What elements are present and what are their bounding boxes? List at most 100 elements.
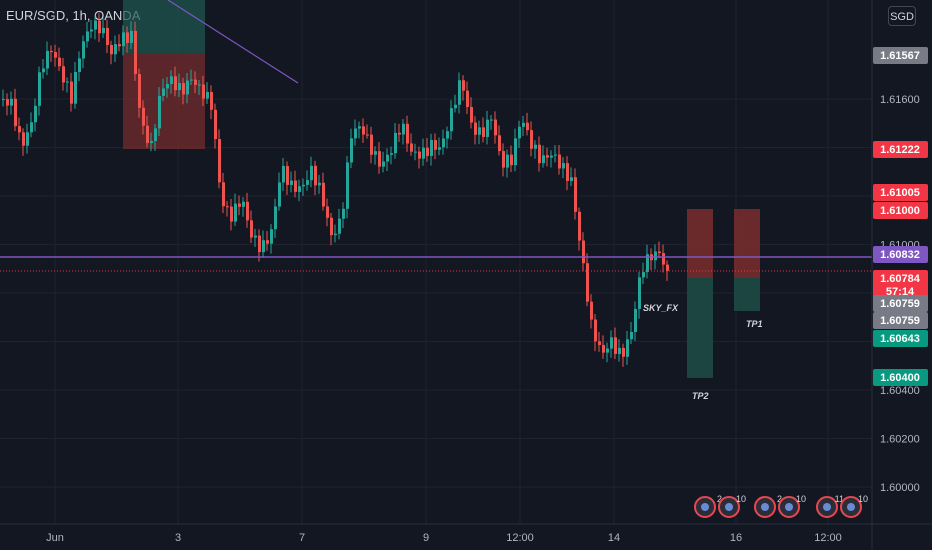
candle-body <box>554 154 557 156</box>
candle-body <box>310 165 313 181</box>
candle-body <box>342 208 345 219</box>
currency-button[interactable]: SGD <box>888 6 916 26</box>
candle-body <box>378 151 381 167</box>
candle-body <box>306 180 309 185</box>
economic-event-icon[interactable]: 2 <box>754 494 782 518</box>
candle-body <box>298 186 301 192</box>
candlesticks <box>2 13 669 367</box>
time-axis[interactable]: Jun 3 7 9 12:00 14 16 12:00 <box>46 532 842 544</box>
time-tick-label: 7 <box>299 532 305 544</box>
price-badge-value: 1.60400 <box>880 372 920 384</box>
economic-event-icon[interactable]: 10 <box>778 494 806 518</box>
candle-body <box>522 122 525 127</box>
economic-event-icon[interactable]: 11 <box>816 494 844 518</box>
candle-body <box>578 211 581 241</box>
candle-body <box>174 76 177 91</box>
candle-body <box>642 272 645 278</box>
economic-event-icon[interactable]: 10 <box>840 494 868 518</box>
candle-body <box>446 131 449 139</box>
price-tick-label: 1.60000 <box>880 482 920 494</box>
candle-body <box>62 66 65 83</box>
trend-line <box>167 0 299 84</box>
candle-body <box>210 92 213 110</box>
price-badge <box>873 202 928 219</box>
price-badge-value: 1.61222 <box>880 144 920 156</box>
price-badge <box>873 295 928 312</box>
candle-body <box>598 341 601 345</box>
price-badge <box>873 312 928 329</box>
price-tick-label: 1.60400 <box>880 385 920 397</box>
price-badge <box>873 369 928 386</box>
candle-body <box>614 337 617 354</box>
candle-body <box>502 151 505 168</box>
candle-body <box>14 98 17 127</box>
candle-body <box>450 108 453 132</box>
annotation-sky-fx: SKY_FX <box>643 303 679 313</box>
candle-body <box>366 134 369 136</box>
candle-body <box>30 122 33 133</box>
candle-body <box>506 154 509 168</box>
candle-body <box>562 163 565 169</box>
time-tick-label: 3 <box>175 532 181 544</box>
candle-body <box>514 138 517 166</box>
candle-body <box>254 235 257 238</box>
time-tick-label: 12:00 <box>506 532 534 544</box>
candle-body <box>42 68 45 73</box>
candle-body <box>126 32 129 43</box>
candle-body <box>634 308 637 333</box>
candle-body <box>34 105 37 123</box>
candle-body <box>550 155 553 158</box>
candle-body <box>370 134 373 155</box>
candle-body <box>158 95 161 129</box>
candle-body <box>538 144 541 164</box>
candle-body <box>526 122 529 131</box>
economic-event-icon[interactable]: 10 <box>718 494 746 518</box>
candle-body <box>658 251 661 254</box>
candle-body <box>274 206 277 230</box>
time-tick-label: 14 <box>608 532 620 544</box>
candle-body <box>666 264 669 271</box>
candle-body <box>474 122 477 135</box>
candle-body <box>490 119 493 121</box>
candle-body <box>390 153 393 155</box>
annotation-tp1: TP1 <box>746 319 763 329</box>
candle-body <box>410 143 413 152</box>
event-count: 10 <box>857 494 868 504</box>
candle-body <box>470 106 473 123</box>
candle-body <box>186 80 189 95</box>
price-badge <box>873 141 928 158</box>
candle-body <box>278 182 281 207</box>
candle-body <box>302 184 305 187</box>
candle-body <box>558 154 561 169</box>
candle-body <box>98 20 101 34</box>
candle-body <box>154 128 157 141</box>
candle-body <box>618 347 621 354</box>
candle-body <box>402 123 405 135</box>
candle-body <box>122 32 125 47</box>
candle-body <box>530 130 533 149</box>
price-badge <box>873 47 928 64</box>
candle-body <box>222 182 225 207</box>
candle-body <box>386 154 389 162</box>
economic-event-icon[interactable]: 2 <box>694 494 722 518</box>
candle-body <box>146 125 149 144</box>
candle-body <box>18 126 21 133</box>
price-badge-value: 1.61000 <box>880 205 920 217</box>
candle-body <box>638 277 641 309</box>
candle-body <box>26 132 29 146</box>
candle-body <box>110 45 113 55</box>
candle-body <box>394 132 397 154</box>
symbol-title[interactable]: EUR/SGD, 1h, OANDA <box>6 8 141 23</box>
candle-body <box>358 126 361 129</box>
candle-body <box>574 177 577 212</box>
price-badge-value: 1.60759 <box>880 315 920 327</box>
candle-body <box>66 81 69 83</box>
candle-body <box>498 135 501 152</box>
candle-body <box>346 162 349 209</box>
price-badge <box>873 184 928 201</box>
candle-body <box>178 83 181 91</box>
candle-body <box>22 132 25 146</box>
candle-body <box>94 20 97 30</box>
